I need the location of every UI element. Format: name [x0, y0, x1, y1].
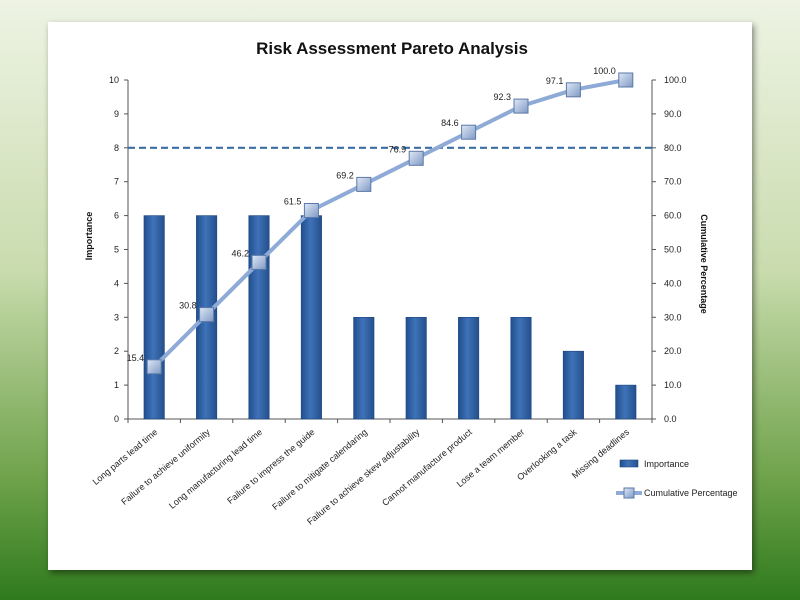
y2-tick-label: 50.0 — [664, 245, 682, 255]
data-label: 61.5 — [284, 197, 302, 207]
y2-tick-label: 60.0 — [664, 211, 682, 221]
x-tick-label: Failure to achieve skew adjustability — [305, 427, 422, 527]
bar — [353, 316, 375, 420]
line-marker — [408, 150, 424, 166]
data-label: 30.8 — [179, 301, 197, 311]
legend-label: Cumulative Percentage — [644, 488, 738, 498]
y-tick-label: 7 — [114, 177, 119, 187]
legend-swatch-marker — [623, 487, 635, 499]
y-tick-label: 10 — [109, 75, 119, 85]
legend: Importance Cumulative Percentage — [616, 459, 738, 499]
y-tick-label: 1 — [114, 380, 119, 390]
data-label: 69.2 — [336, 170, 354, 180]
x-tick-label: Long manufacturing lead time — [167, 427, 264, 511]
x-tick-label: Cannot manufacture product — [380, 427, 474, 508]
line-marker — [461, 124, 477, 140]
bar — [615, 384, 637, 420]
line-marker — [513, 98, 529, 114]
line-marker — [356, 176, 372, 192]
plot-area: 0123456789100.010.020.030.040.050.060.07… — [91, 66, 687, 527]
y2-tick-label: 10.0 — [664, 380, 682, 390]
bar — [405, 316, 427, 420]
line-marker — [199, 307, 215, 323]
data-label: 46.2 — [231, 248, 249, 258]
line-marker — [251, 254, 267, 270]
y2-tick-label: 30.0 — [664, 312, 682, 322]
x-tick-label: Failure to mitigate calendaring — [270, 427, 369, 512]
y2-tick-label: 90.0 — [664, 109, 682, 119]
y-tick-label: 9 — [114, 109, 119, 119]
bar — [458, 316, 480, 420]
y-tick-label: 0 — [114, 414, 119, 424]
y2-tick-label: 80.0 — [664, 143, 682, 153]
legend-swatch-bar — [619, 459, 639, 468]
y2-axis-title: Cumulative Percentage — [699, 214, 709, 314]
bar — [143, 215, 165, 420]
x-tick-label: Failure to impress the guide — [225, 427, 317, 506]
x-tick-label: Failure to achieve uniformity — [119, 427, 212, 507]
legend-label: Importance — [644, 459, 689, 469]
y2-tick-label: 40.0 — [664, 278, 682, 288]
y-tick-label: 2 — [114, 346, 119, 356]
slide-frame — [48, 22, 752, 570]
y-axis-title: Importance — [84, 212, 94, 261]
y-tick-label: 8 — [114, 143, 119, 153]
y2-tick-label: 0.0 — [664, 414, 677, 424]
data-label: 15.4 — [127, 353, 145, 363]
bar — [510, 316, 532, 420]
y2-tick-label: 70.0 — [664, 177, 682, 187]
line-marker — [146, 359, 162, 375]
line-marker — [303, 203, 319, 219]
y-tick-label: 5 — [114, 245, 119, 255]
y2-tick-label: 100.0 — [664, 75, 687, 85]
data-label: 76.9 — [389, 144, 407, 154]
bar — [562, 350, 584, 420]
chart-title: Risk Assessment Pareto Analysis — [256, 39, 528, 58]
cumulative-line — [152, 78, 627, 369]
bar — [248, 215, 270, 420]
data-label: 92.3 — [493, 92, 511, 102]
y-tick-label: 3 — [114, 312, 119, 322]
data-label: 97.1 — [546, 76, 564, 86]
x-tick-label: Missing deadlines — [570, 427, 632, 481]
y-tick-label: 6 — [114, 211, 119, 221]
y2-tick-label: 20.0 — [664, 346, 682, 356]
bar — [300, 215, 322, 420]
line-marker — [565, 82, 581, 98]
y-tick-label: 4 — [114, 278, 119, 288]
data-label: 84.6 — [441, 118, 459, 128]
line-marker — [618, 72, 634, 88]
data-label: 100.0 — [593, 66, 616, 76]
